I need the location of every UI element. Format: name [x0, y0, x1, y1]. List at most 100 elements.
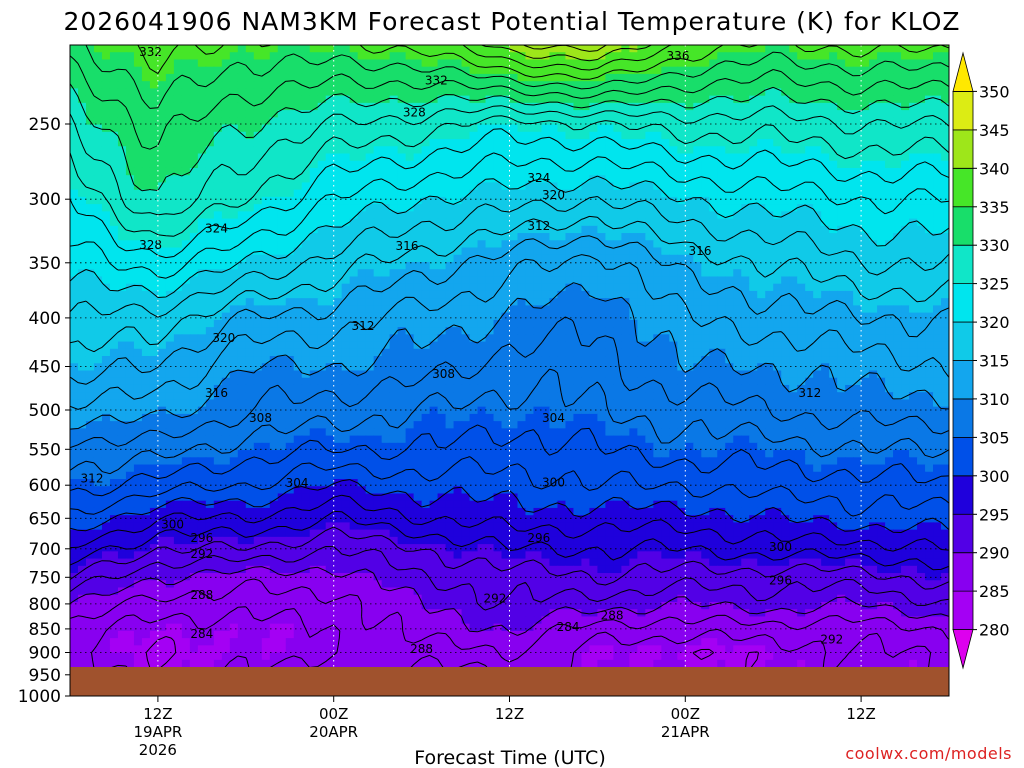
theta-cell — [789, 334, 798, 343]
theta-cell — [693, 102, 702, 111]
theta-cell — [317, 81, 327, 89]
theta-cell — [493, 276, 503, 285]
theta-cell — [317, 73, 327, 82]
theta-cell — [717, 334, 726, 343]
theta-cell — [629, 341, 638, 350]
theta-cell — [941, 218, 949, 227]
theta-cell — [373, 160, 383, 169]
theta-cell — [933, 182, 942, 191]
theta-cell — [485, 225, 495, 234]
theta-cell — [757, 298, 766, 306]
theta-cell — [837, 312, 846, 321]
theta-cell — [365, 218, 375, 227]
theta-cell — [773, 52, 782, 61]
theta-cell — [909, 276, 918, 285]
theta-cell — [173, 204, 183, 212]
theta-cell — [309, 182, 319, 191]
theta-cell — [301, 262, 311, 270]
theta-cell — [837, 276, 846, 285]
theta-cell — [477, 283, 487, 292]
theta-cell — [317, 196, 327, 205]
theta-cell — [765, 327, 774, 335]
theta-cell — [677, 356, 686, 364]
theta-cell — [637, 182, 646, 191]
theta-cell — [357, 59, 367, 68]
theta-cell — [253, 160, 263, 169]
theta-cell — [117, 124, 127, 133]
theta-cell — [837, 196, 846, 205]
theta-cell — [853, 276, 862, 285]
theta-cell — [70, 233, 79, 241]
theta-cell — [325, 276, 335, 285]
theta-cell — [789, 247, 798, 256]
theta-cell — [837, 327, 846, 335]
theta-cell — [373, 218, 383, 227]
theta-cell — [197, 262, 207, 270]
theta-cell — [853, 247, 862, 256]
theta-cell — [245, 59, 255, 68]
theta-cell — [261, 139, 271, 147]
theta-cell — [661, 175, 670, 184]
theta-cell — [821, 312, 830, 321]
theta-cell — [765, 305, 774, 314]
theta-cell — [157, 247, 167, 256]
theta-cell — [597, 52, 606, 61]
theta-cell — [677, 182, 686, 191]
theta-cell — [213, 196, 223, 205]
theta-cell — [70, 196, 79, 205]
theta-cell — [357, 45, 367, 53]
theta-cell — [845, 52, 854, 61]
theta-cell — [669, 240, 678, 249]
theta-cell — [117, 276, 127, 285]
theta-cell — [277, 131, 287, 140]
theta-cell — [437, 298, 447, 306]
theta-cell — [701, 189, 710, 198]
theta-cell — [629, 189, 638, 198]
theta-cell — [693, 341, 702, 350]
theta-cell — [157, 59, 167, 68]
theta-cell — [101, 45, 111, 53]
theta-cell — [413, 290, 423, 299]
theta-cell — [70, 117, 79, 126]
theta-cell — [237, 131, 247, 140]
theta-cell — [157, 52, 167, 61]
theta-cell — [70, 66, 79, 75]
theta-cell — [565, 247, 575, 256]
theta-cell — [453, 348, 463, 357]
theta-cell — [709, 334, 718, 343]
theta-cell — [621, 204, 630, 212]
theta-cell — [517, 356, 527, 364]
theta-cell — [317, 247, 327, 256]
theta-cell — [197, 196, 207, 205]
theta-cell — [941, 146, 949, 155]
theta-cell — [389, 95, 399, 104]
theta-cell — [741, 66, 750, 75]
theta-cell — [517, 305, 527, 314]
theta-cell — [613, 45, 622, 53]
theta-cell — [381, 247, 391, 256]
theta-cell — [717, 117, 726, 126]
theta-cell — [629, 182, 638, 191]
theta-cell — [101, 182, 111, 191]
theta-cell — [285, 276, 295, 285]
theta-cell — [877, 204, 886, 212]
theta-cell — [221, 73, 231, 82]
theta-cell — [381, 139, 391, 147]
theta-cell — [277, 218, 287, 227]
theta-cell — [661, 153, 670, 162]
theta-cell — [365, 167, 375, 176]
theta-cell — [869, 131, 878, 140]
theta-cell — [741, 59, 750, 68]
theta-cell — [237, 204, 247, 212]
theta-cell — [285, 139, 295, 147]
theta-cell — [645, 131, 654, 140]
theta-cell — [197, 66, 207, 75]
theta-cell — [117, 312, 127, 321]
theta-cell — [469, 276, 479, 285]
theta-cell — [909, 334, 918, 343]
theta-cell — [277, 110, 287, 118]
theta-cell — [773, 298, 782, 306]
theta-cell — [565, 182, 575, 191]
theta-cell — [285, 66, 295, 75]
theta-cell — [509, 102, 519, 111]
